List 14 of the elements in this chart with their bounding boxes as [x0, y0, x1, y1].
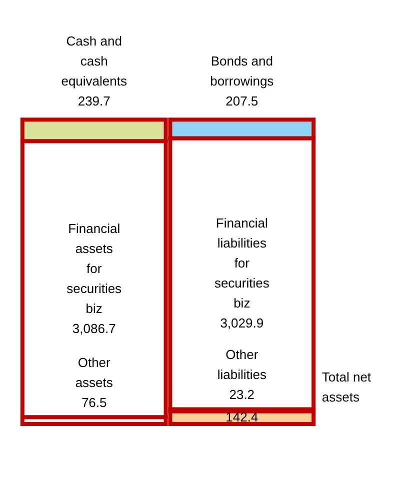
data-label: 207.5 — [226, 94, 258, 109]
data-label: 239.7 — [78, 94, 110, 109]
data-label: 76.5 — [81, 395, 107, 410]
series-label: Financial assets for securities biz — [66, 221, 122, 316]
text: Other liabilities — [217, 347, 267, 382]
data-label: 23.2 — [229, 387, 255, 402]
text: Cash and cash equivalents — [61, 34, 128, 89]
series-label: Total net assets — [322, 370, 372, 405]
data-label: 142.4 — [226, 410, 258, 425]
data-label: 3,029.9 — [220, 316, 264, 331]
series-label: Financial liabilities for securities biz — [214, 216, 270, 311]
text: Other assets — [75, 355, 114, 390]
data-label: 3,086.7 — [72, 321, 116, 336]
text: Bonds and borrowings — [210, 54, 274, 89]
